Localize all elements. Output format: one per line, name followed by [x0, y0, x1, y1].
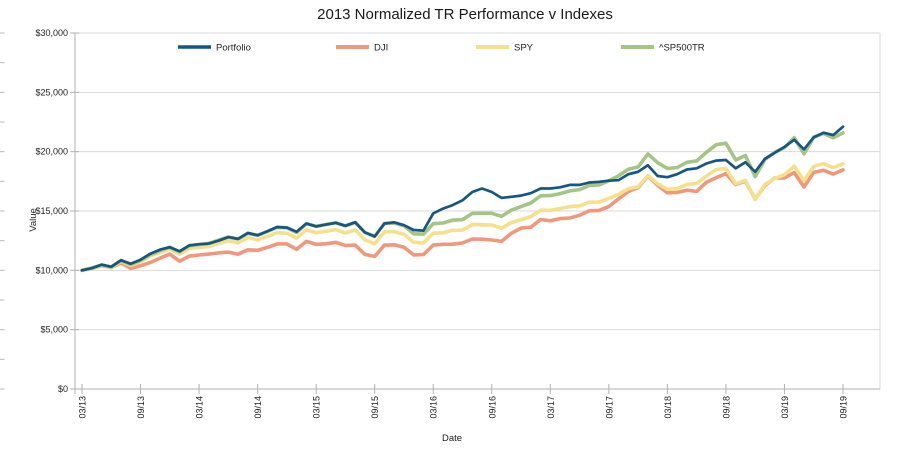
legend-label: DJI — [374, 43, 388, 54]
y-tick-label: $5,000 — [40, 325, 68, 335]
legend-item-portfolio: Portfolio — [178, 43, 251, 54]
x-tick-label: 09/17 — [604, 396, 614, 419]
x-axis-title: Date — [442, 433, 462, 444]
legend-label: ^SP500TR — [659, 43, 705, 54]
y-tick-label: $30,000 — [35, 28, 68, 38]
x-tick-label: 03/15 — [312, 396, 322, 419]
x-tick-label: 09/14 — [253, 396, 263, 419]
legend-item-spy: SPY — [476, 43, 534, 54]
y-tick-label: $10,000 — [35, 265, 68, 275]
x-tick-label: 09/15 — [370, 396, 380, 419]
grid-layer — [75, 32, 881, 389]
x-tick-label: 03/17 — [546, 396, 556, 419]
axis-layer — [0, 32, 880, 394]
legend-item-dji: DJI — [336, 43, 388, 54]
x-tick-label: 03/13 — [78, 396, 88, 419]
legend-label: Portfolio — [216, 43, 251, 54]
legend-item-sp500tr: ^SP500TR — [621, 43, 705, 54]
x-tick-label: 09/13 — [136, 396, 146, 419]
chart-title: 2013 Normalized TR Performance v Indexes — [317, 6, 613, 23]
tick-label-layer: $0 $5,000 $10,000 $15,000 $20,000 $25,000 $30,… — [35, 28, 848, 419]
x-tick-label: 03/16 — [429, 396, 439, 419]
x-tick-label: 09/19 — [839, 396, 849, 419]
y-tick-label: $0 — [58, 384, 68, 394]
series-line-portfolio — [80, 125, 845, 272]
y-tick-label: $15,000 — [35, 206, 68, 216]
series-line-spy — [80, 161, 845, 273]
x-tick-label: 03/14 — [195, 396, 205, 419]
y-axis-title: Value — [28, 208, 39, 232]
legend: Portfolio DJI SPY ^SP500TR — [178, 43, 705, 54]
series-layer — [80, 125, 845, 273]
x-tick-label: 09/16 — [487, 396, 497, 419]
y-tick-label: $25,000 — [35, 87, 68, 97]
series-line-dji — [80, 168, 845, 273]
x-tick-label: 09/18 — [721, 396, 731, 419]
x-tick-label: 03/18 — [663, 396, 673, 419]
y-tick-label: $20,000 — [35, 147, 68, 157]
x-tick-label: 03/19 — [780, 396, 790, 419]
legend-label: SPY — [514, 43, 534, 54]
